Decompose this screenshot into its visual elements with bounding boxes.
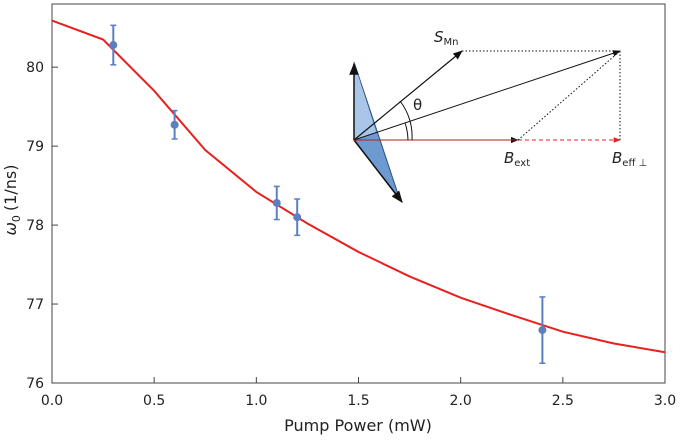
plane-face xyxy=(354,62,376,140)
x-tick-label: 2.0 xyxy=(450,393,472,409)
bext-sub: ext xyxy=(514,158,530,169)
y-tick-label: 77 xyxy=(26,297,44,313)
y-tick-label: 80 xyxy=(26,60,44,76)
x-tick-label: 1.5 xyxy=(347,393,369,409)
angle-arc xyxy=(404,122,409,141)
data-point xyxy=(109,41,118,50)
fit-curve xyxy=(51,19,666,354)
y-tick-label: 79 xyxy=(26,139,44,155)
y-label-sub: 0 xyxy=(10,215,23,222)
x-tick-label: 2.5 xyxy=(552,393,574,409)
data-point xyxy=(293,213,302,222)
label-bext: Bext xyxy=(504,149,530,169)
angle-arc xyxy=(399,100,413,141)
dotted-line xyxy=(517,50,621,141)
x-tick-label: 0.5 xyxy=(143,393,165,409)
label-s: SMn xyxy=(434,28,459,48)
x-tick-label: 0.0 xyxy=(41,393,63,409)
y-tick-label: 76 xyxy=(26,376,44,392)
arrow xyxy=(353,139,403,203)
x-tick-label: 1.0 xyxy=(245,393,267,409)
label-beff: Beff ⊥ xyxy=(612,149,647,169)
arrow-s xyxy=(353,50,463,141)
y-tick-label: 78 xyxy=(26,218,44,234)
plot-frame xyxy=(51,3,666,384)
data-point xyxy=(272,198,281,207)
y-label-unit: (1/ns) xyxy=(1,165,20,212)
label-theta: θ xyxy=(413,96,422,114)
arrow-beff xyxy=(353,50,621,141)
beff-sub: eff ⊥ xyxy=(622,158,647,169)
x-tick-label: 3.0 xyxy=(654,393,676,409)
y-label-symbol: ω xyxy=(1,222,20,235)
s-sub: Mn xyxy=(444,37,459,48)
x-axis-label: Pump Power (mW) xyxy=(284,416,432,435)
data-point xyxy=(538,326,547,335)
s-symbol: S xyxy=(434,28,444,46)
data-point xyxy=(170,120,179,129)
beff-symbol: B xyxy=(612,149,622,167)
inset-diagram: SMn θ Bext Beff ⊥ xyxy=(349,28,647,203)
y-axis-label: ω0 (1/ns) xyxy=(1,165,23,236)
bext-symbol: B xyxy=(504,149,514,167)
